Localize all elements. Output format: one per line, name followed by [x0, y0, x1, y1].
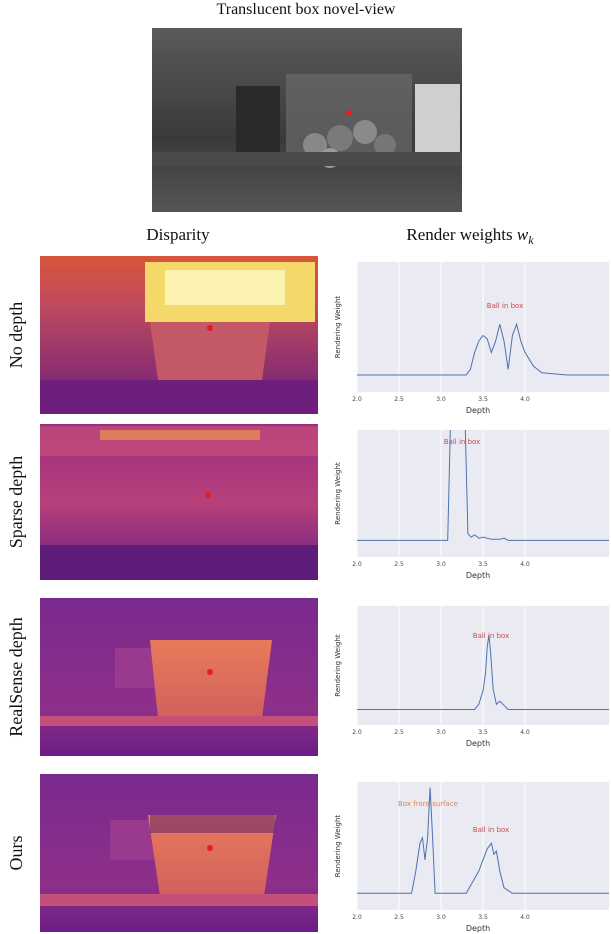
annotation: Ball in box	[473, 826, 509, 834]
disparity-image	[40, 774, 318, 932]
x-tick-label: 2.5	[394, 729, 404, 736]
x-tick-label: 2.0	[352, 729, 362, 736]
disparity-image	[40, 424, 318, 580]
x-tick-label: 2.5	[394, 914, 404, 921]
y-axis-label: Rendering Weight	[334, 815, 342, 878]
disparity-image	[40, 256, 318, 414]
x-tick-label: 2.5	[394, 396, 404, 403]
weight-line	[357, 787, 609, 894]
x-tick-label: 2.0	[352, 561, 362, 568]
annotation: Ball in box	[444, 438, 480, 446]
row-label: Ours	[6, 836, 26, 871]
x-tick-label: 4.0	[520, 914, 530, 921]
annotation: Box front surface	[398, 800, 458, 808]
column-header: Render weights wk	[406, 225, 534, 247]
x-tick-label: 3.5	[478, 561, 488, 568]
x-axis-label: Depth	[466, 406, 490, 415]
x-tick-label: 3.0	[436, 561, 446, 568]
header-symbol: w	[517, 225, 529, 244]
x-axis-label: Depth	[466, 571, 490, 580]
header-text: Render weights	[406, 225, 512, 244]
photo	[152, 28, 462, 212]
x-tick-label: 4.0	[520, 561, 530, 568]
row-label: RealSense depth	[6, 617, 26, 736]
x-tick-label: 3.0	[436, 729, 446, 736]
x-axis-label: Depth	[466, 739, 490, 748]
weight-line	[357, 322, 609, 376]
y-axis-label: Rendering Weight	[334, 634, 342, 697]
x-tick-label: 3.5	[478, 396, 488, 403]
x-tick-label: 2.0	[352, 396, 362, 403]
x-tick-label: 3.5	[478, 729, 488, 736]
figure-title: Translucent box novel-view	[217, 1, 396, 18]
y-axis-label: Rendering Weight	[334, 462, 342, 525]
disparity-image	[40, 598, 318, 756]
annotation: Ball in box	[473, 632, 509, 640]
weight-line	[357, 634, 609, 710]
x-tick-label: 3.0	[436, 396, 446, 403]
annotation: Ball in box	[487, 302, 523, 310]
row-label: Sparse depth	[6, 456, 26, 548]
x-tick-label: 3.0	[436, 914, 446, 921]
weight-line	[357, 430, 609, 541]
x-tick-label: 3.5	[478, 914, 488, 921]
x-tick-label: 2.5	[394, 561, 404, 568]
x-tick-label: 4.0	[520, 729, 530, 736]
x-tick-label: 2.0	[352, 914, 362, 921]
x-tick-label: 4.0	[520, 396, 530, 403]
header-subscript: k	[528, 233, 534, 247]
column-header: Disparity	[146, 225, 210, 244]
y-axis-label: Rendering Weight	[334, 296, 342, 359]
row-label: No depth	[6, 302, 26, 369]
x-axis-label: Depth	[466, 924, 490, 933]
